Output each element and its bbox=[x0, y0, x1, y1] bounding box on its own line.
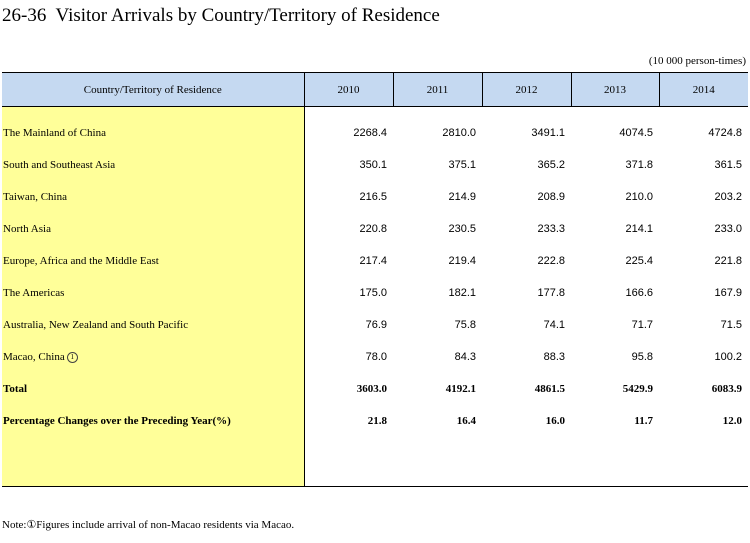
row-value: 210.0 bbox=[625, 191, 653, 203]
header-year: 2011 bbox=[392, 72, 482, 107]
header-year: 2013 bbox=[570, 72, 659, 107]
row-label: The Mainland of China bbox=[2, 117, 305, 149]
total-value: 6083.9 bbox=[711, 383, 742, 395]
row-label-cell: Macao, China 1 bbox=[2, 341, 305, 373]
footnote-marker: 1 bbox=[66, 352, 78, 363]
row-value: 225.4 bbox=[625, 255, 653, 267]
row-value: 3491.1 bbox=[531, 127, 565, 139]
table-row: Taiwan, China 216.5 214.9 208.9 210.0 20… bbox=[2, 181, 748, 213]
row-value: 219.4 bbox=[448, 255, 476, 267]
table-body: The Mainland of China 2268.4 2810.0 3491… bbox=[2, 106, 748, 487]
percentage-change-row: Percentage Changes over the Preceding Ye… bbox=[2, 405, 748, 437]
row-value: 74.1 bbox=[543, 319, 565, 331]
row-value: 350.1 bbox=[359, 159, 387, 171]
row-label: Europe, Africa and the Middle East bbox=[2, 245, 305, 277]
row-label: Macao, China bbox=[3, 351, 65, 363]
spacer-cell bbox=[2, 106, 305, 117]
row-value: 95.8 bbox=[631, 351, 653, 363]
row-label: North Asia bbox=[2, 213, 305, 245]
row-label: The Americas bbox=[2, 277, 305, 309]
table-row: Australia, New Zealand and South Pacific… bbox=[2, 309, 748, 341]
row-value: 371.8 bbox=[625, 159, 653, 171]
row-value: 221.8 bbox=[714, 255, 742, 267]
row-value: 75.8 bbox=[454, 319, 476, 331]
row-value: 2268.4 bbox=[353, 127, 387, 139]
row-value: 220.8 bbox=[359, 223, 387, 235]
filler-cell bbox=[2, 437, 305, 487]
unit-label: (10 000 person-times) bbox=[648, 55, 746, 67]
total-value: 4192.1 bbox=[445, 383, 476, 395]
row-value: 71.5 bbox=[720, 319, 742, 331]
page-title: 26-36 Visitor Arrivals by Country/Territ… bbox=[2, 5, 440, 26]
row-value: 100.2 bbox=[714, 351, 742, 363]
table-row: Macao, China 1 78.0 84.3 88.3 95.8 100.2 bbox=[2, 341, 748, 373]
header-year: 2014 bbox=[658, 72, 748, 107]
total-value: 3603.0 bbox=[356, 383, 387, 395]
row-value: 222.8 bbox=[537, 255, 565, 267]
row-value: 78.0 bbox=[365, 351, 387, 363]
row-value: 233.3 bbox=[537, 223, 565, 235]
total-value: 5429.9 bbox=[622, 383, 653, 395]
total-label: Total bbox=[2, 373, 305, 405]
row-label: Australia, New Zealand and South Pacific bbox=[2, 309, 305, 341]
row-value: 88.3 bbox=[543, 351, 565, 363]
percentage-change-value: 12.0 bbox=[722, 415, 742, 427]
row-value: 216.5 bbox=[359, 191, 387, 203]
table-header-row: Country/Territory of Residence 2010 2011… bbox=[2, 72, 748, 107]
row-value: 71.7 bbox=[631, 319, 653, 331]
row-label: South and Southeast Asia bbox=[2, 149, 305, 181]
row-value: 84.3 bbox=[454, 351, 476, 363]
row-value: 76.9 bbox=[365, 319, 387, 331]
total-row: Total 3603.0 4192.1 4861.5 5429.9 6083.9 bbox=[2, 373, 748, 405]
header-year: 2010 bbox=[303, 72, 393, 107]
row-value: 214.9 bbox=[448, 191, 476, 203]
row-value: 230.5 bbox=[448, 223, 476, 235]
percentage-change-label: Percentage Changes over the Preceding Ye… bbox=[2, 405, 305, 437]
row-value: 167.9 bbox=[714, 287, 742, 299]
row-value: 375.1 bbox=[448, 159, 476, 171]
table-row: South and Southeast Asia 350.1 375.1 365… bbox=[2, 149, 748, 181]
header-year: 2012 bbox=[481, 72, 571, 107]
row-value: 177.8 bbox=[537, 287, 565, 299]
row-value: 175.0 bbox=[359, 287, 387, 299]
table-row: Europe, Africa and the Middle East 217.4… bbox=[2, 245, 748, 277]
table-row: The Mainland of China 2268.4 2810.0 3491… bbox=[2, 117, 748, 149]
table-row: The Americas 175.0 182.1 177.8 166.6 167… bbox=[2, 277, 748, 309]
row-value: 214.1 bbox=[625, 223, 653, 235]
header-country: Country/Territory of Residence bbox=[2, 72, 304, 107]
row-value: 182.1 bbox=[448, 287, 476, 299]
percentage-change-value: 16.4 bbox=[456, 415, 476, 427]
visitor-arrivals-table: Country/Territory of Residence 2010 2011… bbox=[2, 72, 748, 487]
row-value: 361.5 bbox=[714, 159, 742, 171]
row-value: 233.0 bbox=[714, 223, 742, 235]
row-value: 365.2 bbox=[537, 159, 565, 171]
row-value: 166.6 bbox=[625, 287, 653, 299]
total-value: 4861.5 bbox=[534, 383, 565, 395]
row-label: Taiwan, China bbox=[2, 181, 305, 213]
row-value: 208.9 bbox=[537, 191, 565, 203]
row-value: 4724.8 bbox=[708, 127, 742, 139]
table-row: North Asia 220.8 230.5 233.3 214.1 233.0 bbox=[2, 213, 748, 245]
row-value: 203.2 bbox=[714, 191, 742, 203]
footnote: Note:①Figures include arrival of non-Mac… bbox=[2, 519, 295, 531]
row-value: 4074.5 bbox=[619, 127, 653, 139]
percentage-change-value: 21.8 bbox=[367, 415, 387, 427]
percentage-change-value: 16.0 bbox=[545, 415, 565, 427]
row-value: 217.4 bbox=[359, 255, 387, 267]
percentage-change-value: 11.7 bbox=[634, 415, 653, 427]
row-value: 2810.0 bbox=[442, 127, 476, 139]
